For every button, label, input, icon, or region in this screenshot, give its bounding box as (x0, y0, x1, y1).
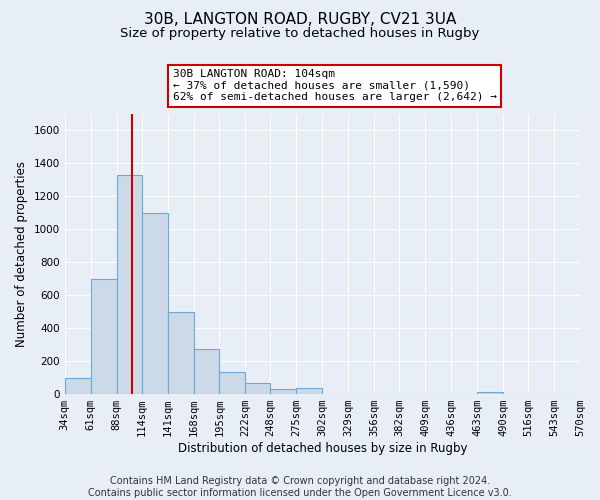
Bar (116, 174, 142, 394)
X-axis label: Distribution of detached houses by size in Rugby: Distribution of detached houses by size … (178, 442, 467, 455)
Bar (193, 348, 220, 394)
Bar (271, 389, 296, 394)
Bar (91, 278, 116, 394)
Bar (167, 312, 193, 394)
Bar (142, 212, 167, 394)
Y-axis label: Number of detached properties: Number of detached properties (15, 161, 28, 347)
Text: 30B, LANGTON ROAD, RUGBY, CV21 3UA: 30B, LANGTON ROAD, RUGBY, CV21 3UA (144, 12, 456, 28)
Text: Size of property relative to detached houses in Rugby: Size of property relative to detached ho… (121, 28, 479, 40)
Text: 30B LANGTON ROAD: 104sqm
← 37% of detached houses are smaller (1,590)
62% of sem: 30B LANGTON ROAD: 104sqm ← 37% of detach… (173, 69, 497, 102)
Bar (220, 372, 245, 394)
Bar (477, 392, 503, 394)
Bar (296, 388, 322, 394)
Text: Contains HM Land Registry data © Crown copyright and database right 2024.
Contai: Contains HM Land Registry data © Crown c… (88, 476, 512, 498)
Bar (65, 378, 91, 394)
Bar (245, 382, 271, 394)
